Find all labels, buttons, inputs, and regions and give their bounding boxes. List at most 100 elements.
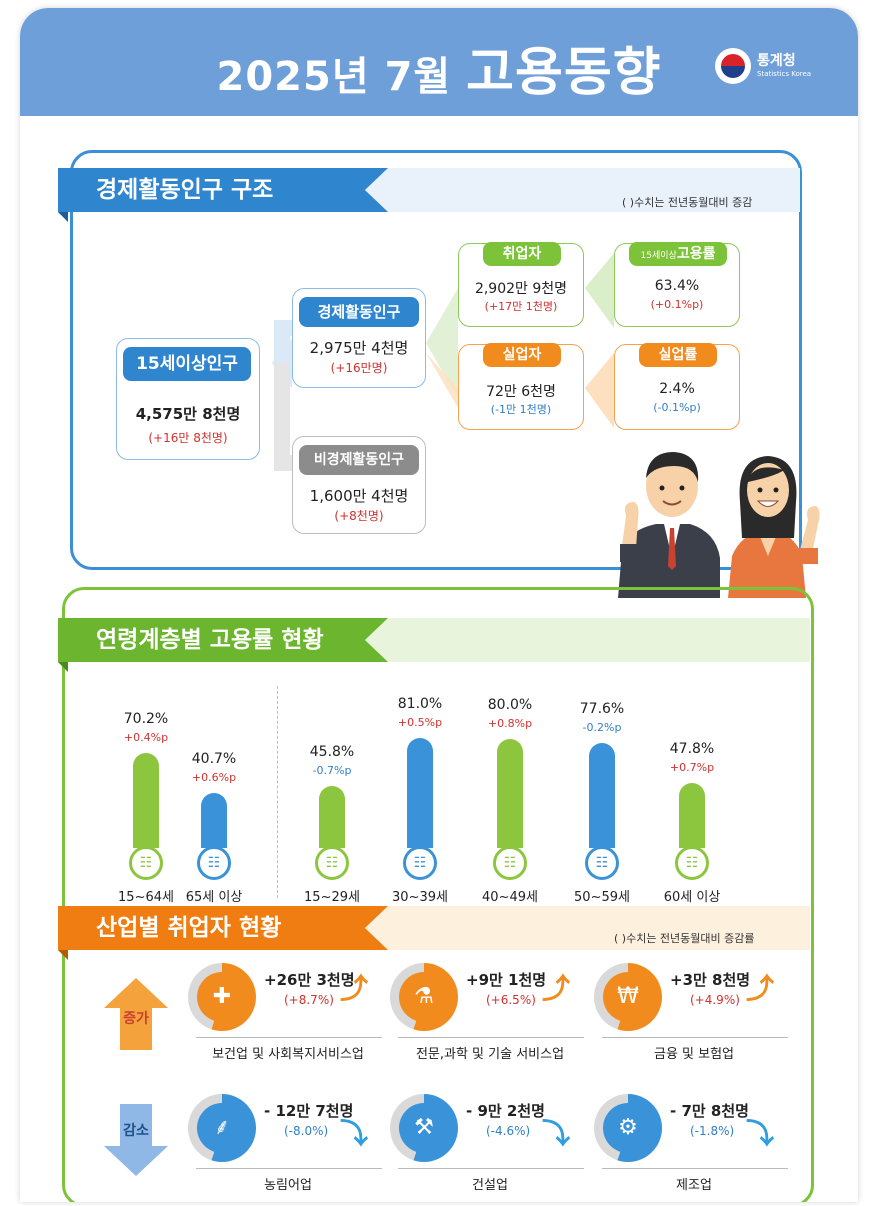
industry-title: 산업별 취업자 현황 xyxy=(58,906,388,950)
pop15-card: 15세이상인구 4,575만 8천명 (+16만 8천명) xyxy=(116,338,260,460)
industry-ring: ⚗ xyxy=(390,963,458,1031)
emp-rate-value: 63.4% xyxy=(654,278,700,294)
industry-value: +9만 1천명 xyxy=(466,971,547,989)
decrease-arrow-icon xyxy=(104,1104,168,1176)
age-industry-section xyxy=(62,587,814,1202)
age-bar xyxy=(679,783,705,848)
document-search-icon: ☷ xyxy=(315,846,349,880)
age-divider xyxy=(277,686,278,898)
employed-label: 취업자 xyxy=(483,242,561,266)
increase-label: 증가 xyxy=(123,1011,149,1027)
industry-value: +26만 3천명 xyxy=(264,971,355,989)
document-search-icon: ☷ xyxy=(403,846,437,880)
age-bar xyxy=(319,786,345,848)
structure-note: ( )수치는 전년동월대비 증감 xyxy=(622,196,753,209)
age-bar-value: 70.2% xyxy=(123,711,169,727)
trend-down-icon: ⤵ xyxy=(746,1117,775,1150)
gears-icon: ⚙ xyxy=(603,1103,653,1153)
trend-down-icon: ⤵ xyxy=(542,1117,571,1150)
structure-connectors xyxy=(272,253,614,471)
wheat-icon: ⸙ xyxy=(197,1103,247,1153)
emp-rate-label-small: 15세이상 xyxy=(640,251,677,261)
age-bar-label: 15~29세 xyxy=(304,890,360,905)
trend-up-icon: ⤴ xyxy=(746,972,775,1005)
document-search-icon: ☷ xyxy=(585,846,619,880)
employed-value: 2,902만 9천명 xyxy=(474,281,568,297)
age-bar-label: 15~64세 xyxy=(118,890,174,905)
industry-change: (-4.6%) xyxy=(486,1124,531,1138)
industry-note: ( )수치는 전년동월대비 증감률 xyxy=(614,932,755,945)
age-bar-value: 80.0% xyxy=(487,697,533,713)
unemp-rate-value: 2.4% xyxy=(659,381,695,397)
industry-change: (+6.5%) xyxy=(486,993,536,1007)
age-bar-label: 30~39세 xyxy=(392,890,448,905)
age-bar-value: 77.6% xyxy=(579,701,625,717)
age-bar-value: 40.7% xyxy=(191,751,237,767)
industry-change: (-8.0%) xyxy=(284,1124,329,1138)
industry-name: 보건업 및 사회복지서비스업 xyxy=(212,1047,364,1062)
industry-decrease-item: ⚙ - 7만 8천명 (-1.8%) ⤵ 제조업 xyxy=(594,1094,794,1202)
unemp-rate-card: 실업률 2.4% (-0.1%p) xyxy=(614,343,740,430)
excavator-icon: ⚒ xyxy=(399,1103,449,1153)
non-econ-card: 비경제활동인구 1,600만 4천명 (+8천명) xyxy=(292,436,426,534)
decrease-label: 감소 xyxy=(123,1123,149,1139)
age-bar-value: 47.8% xyxy=(669,741,715,757)
page-title: 2025년 7월 고용동향 xyxy=(20,30,858,105)
industry-decrease-item: ⚒ - 9만 2천명 (-4.6%) ⤵ 건설업 xyxy=(390,1094,590,1202)
age-bar xyxy=(497,739,523,848)
won-laptop-icon: ₩ xyxy=(603,972,653,1022)
document-search-icon: ☷ xyxy=(493,846,527,880)
document-search-icon: ☷ xyxy=(129,846,163,880)
emp-rate-change: (+0.1%p) xyxy=(650,298,704,311)
age-bar xyxy=(133,753,159,848)
industry-value: +3만 8천명 xyxy=(670,971,751,989)
industry-value: - 7만 8천명 xyxy=(670,1102,749,1120)
age-bar-change: +0.8%p xyxy=(487,717,533,730)
industry-name: 금융 및 보험업 xyxy=(653,1047,735,1062)
industry-value: - 9만 2천명 xyxy=(466,1102,545,1120)
title-main: 고용동향 xyxy=(466,43,662,103)
employed-card: 취업자 2,902만 9천명 (+17만 1천명) xyxy=(458,242,584,327)
pop15-value: 4,575만 8천명 xyxy=(135,405,241,423)
trend-up-icon: ⤴ xyxy=(542,972,571,1005)
age-bar-change: +0.6%p xyxy=(191,771,237,784)
emp-rate-chip: 15세이상고용률 xyxy=(629,242,727,266)
industry-ring: ⚒ xyxy=(390,1094,458,1162)
industry-change: (+8.7%) xyxy=(284,993,334,1007)
employed-change: (+17만 1천명) xyxy=(484,300,558,313)
title-month: 7월 xyxy=(384,54,452,100)
emp-rate-label: 고용률 xyxy=(676,246,716,262)
industry-name: 전문,과학 및 기술 서비스업 xyxy=(415,1047,565,1062)
increase-arrow-icon xyxy=(104,978,168,1050)
econ-active-label: 경제활동인구 xyxy=(299,297,419,327)
non-econ-label: 비경제활동인구 xyxy=(299,445,419,475)
age-bar-change: -0.2%p xyxy=(582,721,622,734)
people-illustration xyxy=(618,452,820,598)
trend-up-icon: ⤴ xyxy=(340,972,369,1005)
age-bar-change: +0.5%p xyxy=(397,716,443,729)
unemployed-label: 실업자 xyxy=(483,343,561,367)
structure-title: 경제활동인구 구조 xyxy=(58,168,388,212)
document-search-icon: ☷ xyxy=(197,846,231,880)
industry-change: (+4.9%) xyxy=(690,993,740,1007)
industry-ring: ✚ xyxy=(188,963,256,1031)
logo-subtitle: Statistics Korea xyxy=(757,70,812,78)
econ-active-change: (+16만명) xyxy=(330,361,388,375)
unemployed-value: 72만 6천명 xyxy=(486,384,556,400)
pop15-change: (+16만 8천명) xyxy=(148,431,228,445)
age-bar-change: -0.7%p xyxy=(312,764,352,777)
statistics-korea-logo: 통계청 Statistics Korea xyxy=(715,48,815,84)
medical-kit-icon: ✚ xyxy=(197,972,247,1022)
age-bar-value: 81.0% xyxy=(397,696,443,712)
unemployed-change: (-1만 1천명) xyxy=(490,403,552,416)
industry-name: 농림어업 xyxy=(264,1178,312,1193)
lab-flask-icon: ⚗ xyxy=(399,972,449,1022)
econ-active-card: 경제활동인구 2,975만 4천명 (+16만명) xyxy=(292,288,426,388)
age-bar-change: +0.4%p xyxy=(123,731,169,744)
industry-increase-item: ⚗ +9만 1천명 (+6.5%) ⤴ 전문,과학 및 기술 서비스업 xyxy=(390,963,590,1073)
header-banner: 2025년 7월 고용동향 통계청 Statistics Korea xyxy=(20,8,858,116)
logo-name: 통계청 xyxy=(757,53,796,69)
econ-active-value: 2,975만 4천명 xyxy=(309,339,409,357)
document-search-icon: ☷ xyxy=(675,846,709,880)
taegeuk-icon xyxy=(715,48,751,84)
